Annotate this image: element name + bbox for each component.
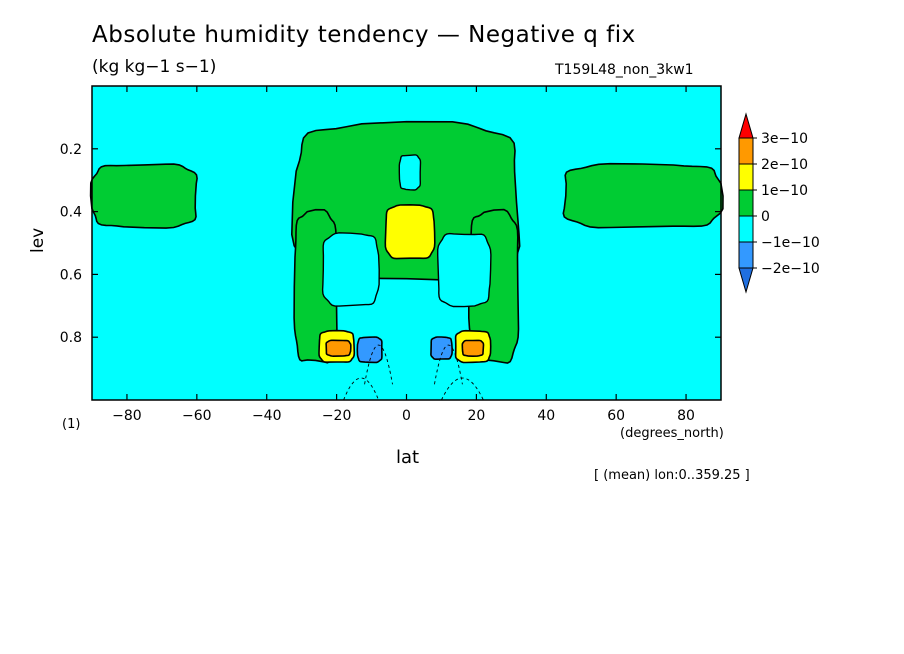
x-tick-label: −40 [252, 408, 282, 424]
colorbar-top-arrow [738, 112, 754, 139]
y-tick-label: 0.4 [60, 205, 82, 221]
cyan-hole-1 [321, 232, 380, 307]
footnote: [ (mean) lon:0..359.25 ] [594, 468, 750, 483]
region-orange-sh-low [325, 339, 352, 358]
y-axis-units: (1) [62, 417, 81, 432]
region-blue-nh-low [430, 336, 453, 360]
plot-area [89, 85, 724, 401]
colorbar-segment [738, 241, 754, 269]
x-tick-label: −20 [322, 408, 352, 424]
colorbar-segment [738, 137, 754, 165]
y-tick-label: 0.6 [60, 267, 82, 283]
x-tick-label: −60 [182, 408, 212, 424]
chart-title: Absolute humidity tendency — Negative q … [92, 22, 636, 48]
colorbar-label: −1e−10 [761, 235, 820, 251]
y-axis-ticks: 0.2 0.4 0.6 0.8 [60, 142, 721, 346]
cyan-hole-2 [437, 232, 492, 308]
region-green-nh-midlat-band [562, 162, 724, 229]
x-tick-label: 20 [467, 408, 485, 424]
x-tick-label: 40 [537, 408, 555, 424]
region-green-sh-midlat-band [89, 163, 198, 229]
region-blue-sh-low [356, 336, 383, 364]
colorbar-label: 0 [761, 209, 770, 225]
x-axis-label: lat [396, 447, 420, 468]
dashed-contour-1 [343, 377, 379, 401]
run-id: T159L48_non_3kw1 [555, 62, 694, 78]
chart-units: (kg kg−1 s−1) [92, 57, 217, 77]
region-yellow-center [384, 203, 436, 260]
colorbar-segment [738, 215, 754, 243]
y-tick-label: 0.2 [60, 142, 82, 158]
colorbar-label: 3e−10 [761, 131, 808, 147]
region-orange-nh-low [461, 339, 485, 358]
colorbar: 3e−10 2e−10 1e−10 0 −1e−10 −2e−10 [738, 112, 820, 294]
cyan-hole-3 [398, 154, 422, 191]
dashed-contour-4 [441, 377, 484, 401]
colorbar-bottom-arrow [738, 267, 754, 294]
x-tick-label: 60 [607, 408, 625, 424]
dashed-contour-2 [364, 344, 393, 385]
x-tick-label: 80 [677, 408, 695, 424]
x-axis-units: (degrees_north) [620, 426, 724, 441]
colorbar-segment [738, 163, 754, 191]
colorbar-label: 2e−10 [761, 157, 808, 173]
dashed-contour-3 [434, 344, 463, 385]
x-tick-label: 0 [402, 408, 411, 424]
x-axis-ticks: −80 −60 −40 −20 0 20 40 60 80 [112, 86, 695, 424]
y-tick-label: 0.8 [60, 330, 82, 346]
x-tick-label: −80 [112, 408, 142, 424]
colorbar-label: 1e−10 [761, 183, 808, 199]
colorbar-segment [738, 189, 754, 217]
colorbar-label: −2e−10 [761, 261, 820, 277]
